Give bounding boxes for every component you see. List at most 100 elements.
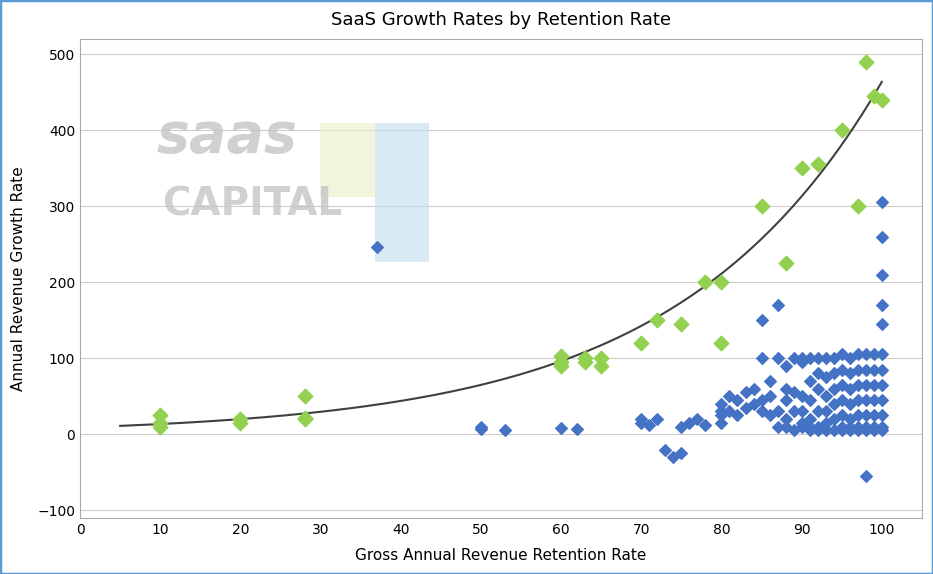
Point bbox=[858, 395, 873, 405]
Point bbox=[233, 418, 248, 428]
Point bbox=[867, 426, 882, 435]
Point bbox=[834, 126, 849, 135]
Text: CAPITAL: CAPITAL bbox=[162, 185, 342, 223]
Point bbox=[497, 426, 512, 435]
Point bbox=[850, 422, 865, 431]
Point bbox=[714, 278, 729, 287]
Point bbox=[802, 426, 817, 435]
Point bbox=[778, 422, 793, 431]
Point bbox=[642, 421, 657, 430]
Point bbox=[714, 418, 729, 428]
Point bbox=[153, 418, 168, 428]
Point bbox=[834, 381, 849, 390]
Point bbox=[553, 424, 568, 433]
Point bbox=[850, 395, 865, 405]
Point bbox=[650, 316, 665, 325]
Point bbox=[858, 365, 873, 374]
Point bbox=[297, 414, 312, 424]
Point bbox=[810, 426, 825, 435]
Point bbox=[770, 407, 785, 416]
Point bbox=[834, 350, 849, 359]
Point bbox=[754, 316, 769, 325]
Point bbox=[867, 381, 882, 390]
Point bbox=[787, 388, 801, 397]
Point bbox=[802, 414, 817, 424]
Point bbox=[578, 354, 592, 363]
Title: SaaS Growth Rates by Retention Rate: SaaS Growth Rates by Retention Rate bbox=[331, 11, 671, 29]
Point bbox=[818, 426, 833, 435]
Y-axis label: Annual Revenue Growth Rate: Annual Revenue Growth Rate bbox=[11, 166, 26, 391]
Point bbox=[754, 407, 769, 416]
Point bbox=[827, 400, 842, 409]
Point bbox=[730, 395, 745, 405]
Point bbox=[553, 358, 568, 367]
Point bbox=[827, 414, 842, 424]
Point bbox=[818, 418, 833, 428]
Point bbox=[858, 381, 873, 390]
Point bbox=[297, 391, 312, 401]
Point bbox=[874, 365, 889, 374]
Point bbox=[827, 354, 842, 363]
Point bbox=[850, 350, 865, 359]
Bar bbox=[375, 123, 429, 197]
Point bbox=[778, 361, 793, 370]
Point bbox=[794, 391, 809, 401]
Point bbox=[834, 395, 849, 405]
Point bbox=[674, 449, 689, 458]
Point bbox=[842, 384, 857, 393]
Point bbox=[810, 354, 825, 363]
Point bbox=[850, 411, 865, 420]
Point bbox=[698, 421, 713, 430]
Point bbox=[682, 418, 697, 428]
Point bbox=[842, 422, 857, 431]
Point bbox=[842, 354, 857, 363]
Point bbox=[874, 270, 889, 279]
Point bbox=[787, 354, 801, 363]
X-axis label: Gross Annual Revenue Retention Rate: Gross Annual Revenue Retention Rate bbox=[355, 548, 647, 563]
Point bbox=[802, 395, 817, 405]
Point bbox=[842, 414, 857, 424]
Point bbox=[754, 354, 769, 363]
Point bbox=[802, 422, 817, 431]
Point bbox=[770, 354, 785, 363]
Point bbox=[762, 377, 777, 386]
Point bbox=[722, 407, 737, 416]
Point bbox=[874, 395, 889, 405]
Point bbox=[787, 426, 801, 435]
Point bbox=[850, 426, 865, 435]
Point bbox=[802, 377, 817, 386]
Point bbox=[867, 422, 882, 431]
Point bbox=[738, 388, 753, 397]
Point bbox=[874, 381, 889, 390]
Point bbox=[818, 373, 833, 382]
Point bbox=[754, 395, 769, 405]
Point bbox=[770, 422, 785, 431]
Point bbox=[850, 381, 865, 390]
Point bbox=[858, 350, 873, 359]
Point bbox=[634, 418, 648, 428]
Point bbox=[827, 426, 842, 435]
Point bbox=[874, 422, 889, 431]
Point bbox=[666, 452, 681, 461]
Point bbox=[553, 351, 568, 360]
Point bbox=[714, 411, 729, 420]
Point bbox=[153, 411, 168, 420]
Point bbox=[634, 339, 648, 348]
Point bbox=[689, 414, 704, 424]
Point bbox=[842, 426, 857, 435]
Point bbox=[794, 418, 809, 428]
Point bbox=[842, 369, 857, 378]
Point bbox=[858, 411, 873, 420]
Point bbox=[746, 384, 761, 393]
Point bbox=[874, 426, 889, 435]
Point bbox=[874, 300, 889, 309]
Point bbox=[778, 414, 793, 424]
Point bbox=[593, 354, 608, 363]
Point bbox=[674, 320, 689, 329]
Point bbox=[810, 160, 825, 169]
Point bbox=[850, 365, 865, 374]
Point bbox=[770, 300, 785, 309]
Point bbox=[233, 414, 248, 424]
Point bbox=[818, 391, 833, 401]
Point bbox=[834, 411, 849, 420]
